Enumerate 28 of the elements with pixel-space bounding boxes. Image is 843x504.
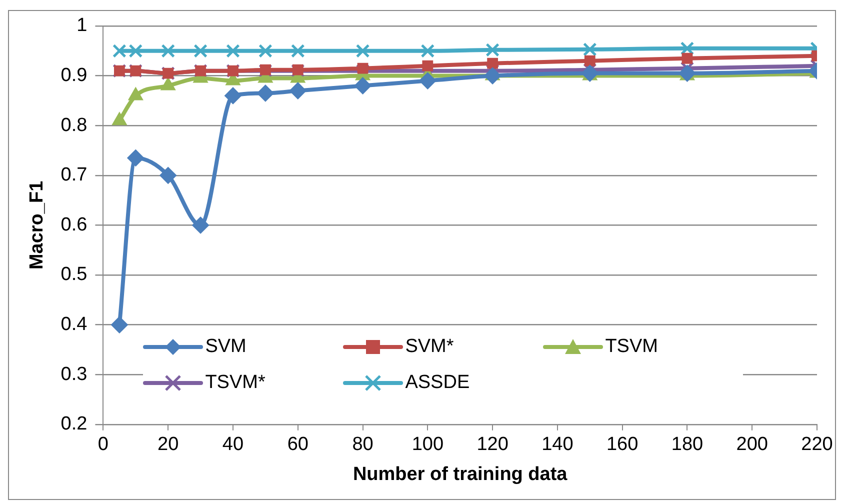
x-tick-label: 200 — [736, 434, 768, 456]
x-tick-label: 180 — [671, 434, 704, 456]
legend-label: SVM — [205, 336, 246, 358]
y-tick-label: 0.5 — [60, 264, 88, 286]
x-tick-label: 80 — [352, 434, 374, 456]
y-tick-label: 0.7 — [60, 164, 88, 186]
x-tick-label: 160 — [606, 434, 638, 456]
legend-label: TSVM* — [205, 372, 266, 394]
y-tick-label: 0.9 — [60, 65, 88, 86]
y-axis-title: Macro_F1 — [26, 180, 48, 270]
legend-label: ASSDE — [405, 372, 470, 394]
x-tick-label: 120 — [476, 434, 508, 456]
y-tick-label: 0.8 — [60, 114, 88, 136]
x-axis-title: Number of training data — [352, 464, 568, 485]
x-tick-label: 60 — [287, 434, 308, 456]
legend-label: TSVM — [605, 336, 658, 358]
legend-label: SVM* — [405, 336, 454, 358]
x-tick-label: 40 — [222, 434, 244, 456]
y-tick-label: 0.3 — [60, 364, 88, 385]
x-tick-label: 100 — [412, 434, 444, 456]
y-tick-label: 0.6 — [60, 214, 88, 236]
x-tick-label: 0 — [98, 434, 108, 456]
x-tick-label: 20 — [158, 434, 179, 456]
y-tick-label: 0.4 — [60, 314, 88, 336]
x-tick-label: 220 — [801, 434, 833, 456]
y-tick-label: 0.2 — [60, 414, 88, 435]
y-tick-label: 1 — [76, 15, 88, 36]
x-tick-label: 140 — [542, 434, 574, 456]
